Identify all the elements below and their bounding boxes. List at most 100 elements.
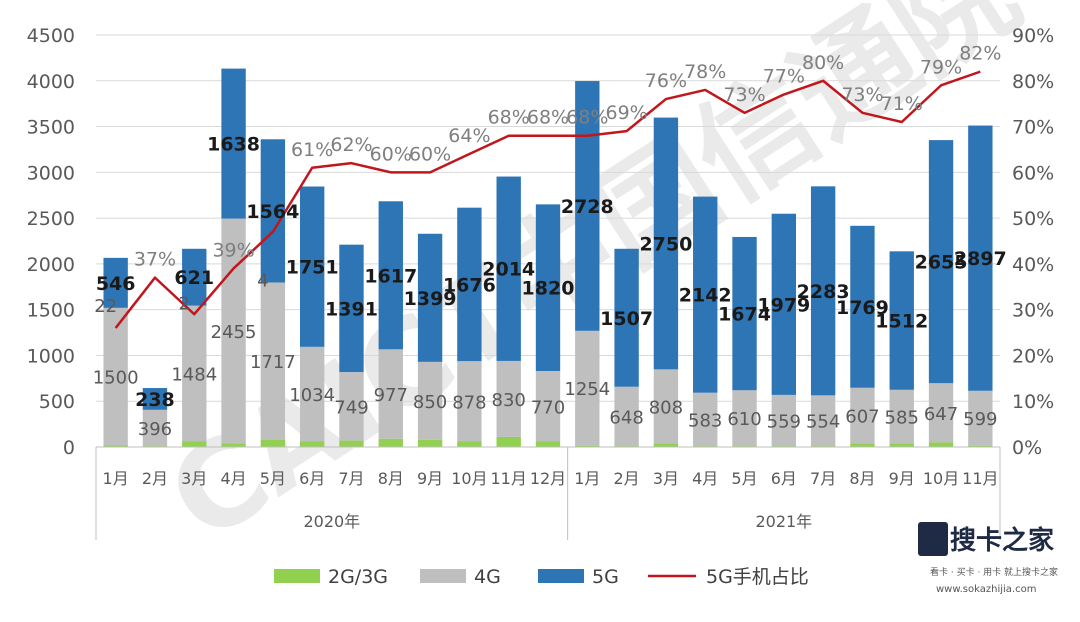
group-label: 2021年 <box>755 512 812 531</box>
label-5g: 2897 <box>954 248 1007 270</box>
label-pct: 39% <box>212 239 254 261</box>
x-tick-label: 6月 <box>299 469 325 488</box>
bar-2g3g <box>339 440 364 447</box>
label-5g: 546 <box>96 273 136 295</box>
label-4g: 583 <box>688 410 722 431</box>
label-5g: 1399 <box>404 288 457 310</box>
y-tick-label: 0 <box>63 437 75 459</box>
y-right-tick-label: 40% <box>1012 254 1054 276</box>
bar-5g <box>653 117 679 370</box>
label-4g: 1717 <box>250 352 296 373</box>
label-4g: 610 <box>727 409 761 430</box>
bar-5g <box>103 257 128 308</box>
share-line <box>114 70 981 329</box>
bar-5g <box>299 186 325 347</box>
label-pct: 37% <box>134 249 176 271</box>
x-tick-label: 11月 <box>962 469 998 488</box>
label-5g: 2655 <box>915 252 968 274</box>
y-right-tick-label: 10% <box>1012 391 1054 413</box>
bar-5g <box>457 207 482 362</box>
label-pct: 64% <box>448 125 490 147</box>
label-pct: 82% <box>959 43 1001 65</box>
bar-4g <box>732 390 757 447</box>
label-2g3g: 4 <box>257 270 268 291</box>
label-5g: 238 <box>135 389 175 411</box>
bar-5g <box>417 233 443 362</box>
x-tick-label: 8月 <box>378 469 404 488</box>
bar-2g3g <box>221 443 246 447</box>
x-tick-label: 1月 <box>103 469 129 488</box>
bar-4g <box>103 307 128 446</box>
bar-2g3g <box>103 445 128 447</box>
legend-label: 2G/3G <box>328 566 388 588</box>
label-5g: 2283 <box>797 281 850 303</box>
bar-4g <box>810 395 836 447</box>
y-right-tick-label: 70% <box>1012 117 1054 139</box>
bar-5g <box>850 225 875 388</box>
label-5g: 1512 <box>875 311 928 333</box>
y-tick-label: 4500 <box>27 25 75 47</box>
x-axis: 1月 2月 3月 4月 5月 6月 7月 8月 9月 10月 11月 12月 1月 2月 3月 4月 5月 6月 7… <box>95 446 1001 540</box>
label-pct: 68% <box>527 107 569 129</box>
legend-label: 4G <box>474 566 501 588</box>
bar-2g3g <box>260 439 286 447</box>
label-5g: 1638 <box>207 134 260 156</box>
logo: 搜卡之家 看卡 · 买卡 · 用卡 就上搜卡之家 www.sokazhijia.… <box>918 522 1058 595</box>
x-tick-label: 9月 <box>417 469 443 488</box>
label-4g: 1034 <box>289 385 335 406</box>
x-tick-label: 10月 <box>923 469 959 488</box>
bar-2g3g <box>182 441 207 447</box>
label-4g: 648 <box>609 407 643 428</box>
label-pct: 77% <box>763 66 805 88</box>
label-4g: 559 <box>767 411 801 432</box>
label-4g: 599 <box>963 409 997 430</box>
bar-4g <box>653 369 679 444</box>
share-line-path <box>114 70 981 329</box>
legend-label: 5G <box>592 566 619 588</box>
label-5g: 1564 <box>246 201 299 223</box>
x-tick-label: 6月 <box>771 469 797 488</box>
legend-swatch <box>274 569 320 583</box>
group-label: 2020年 <box>303 512 360 531</box>
label-5g: 1820 <box>522 278 575 300</box>
y-axis-right: 0% 10% 20% 30% 40% 50% 60% 70% 80% 90% <box>1012 25 1054 459</box>
logo-url: www.sokazhijia.com <box>936 584 1036 595</box>
bar-2g3g <box>457 441 482 447</box>
label-4g: 830 <box>492 390 526 411</box>
bar-5g <box>535 204 561 372</box>
logo-text: 搜卡之家 <box>950 525 1054 556</box>
x-tick-label: 12月 <box>530 469 566 488</box>
label-5g: 1674 <box>718 304 771 326</box>
bar-4g <box>221 218 246 444</box>
x-tick-label: 2月 <box>142 469 168 488</box>
y-tick-label: 2500 <box>27 208 75 230</box>
label-5g: 1391 <box>325 298 378 320</box>
bar-2g3g <box>417 439 443 447</box>
x-tick-label: 5月 <box>731 469 757 488</box>
x-tick-label: 7月 <box>810 469 836 488</box>
bar-5g <box>928 140 954 384</box>
label-5g: 2750 <box>639 233 692 255</box>
bar-2g3g <box>653 443 679 447</box>
label-4g: 850 <box>413 392 447 413</box>
x-tick-label: 4月 <box>220 469 246 488</box>
label-5g: 1769 <box>836 297 889 319</box>
bar-2g3g <box>378 438 403 447</box>
y-tick-label: 3500 <box>27 117 75 139</box>
legend: 2G/3G 4G 5G 5G手机占比 <box>274 566 809 588</box>
bar-4g <box>850 387 875 444</box>
x-tick-label: 4月 <box>692 469 718 488</box>
legend-label: 5G手机占比 <box>706 566 809 588</box>
logo-sub: 看卡 · 买卡 · 用卡 就上搜卡之家 <box>930 566 1058 578</box>
bar-2g3g <box>968 445 993 447</box>
y-tick-label: 1500 <box>27 300 75 322</box>
label-4g: 808 <box>649 397 683 418</box>
y-tick-label: 2000 <box>27 254 75 276</box>
label-5g: 2142 <box>679 285 732 307</box>
bar-4g <box>496 360 521 437</box>
y-right-tick-label: 0% <box>1012 437 1042 459</box>
x-tick-label: 7月 <box>338 469 364 488</box>
label-4g: 2455 <box>211 322 257 343</box>
bar-4g <box>928 383 954 443</box>
